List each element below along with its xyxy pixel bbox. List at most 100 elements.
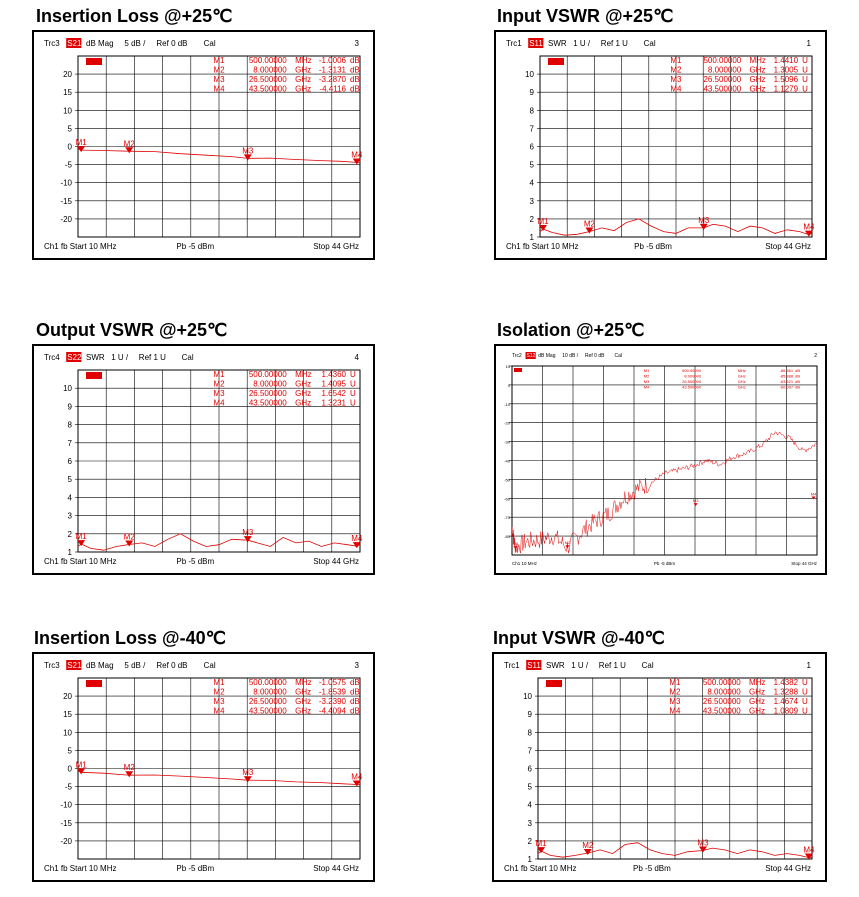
marker-value-unit: U <box>802 75 808 84</box>
scale-label: 5 dB / <box>124 39 146 48</box>
footer-start: Ch1 10 MHz <box>512 561 538 566</box>
param-badge-bg <box>66 352 82 362</box>
chart-title: Output VSWR @+25℃ <box>36 320 228 340</box>
marker-value: -4.4094 <box>319 707 347 716</box>
footer-stop: Stop 44 GHz <box>791 561 818 566</box>
chart-title: Insertion Loss @-40℃ <box>34 628 226 648</box>
y-tick-label: 6 <box>530 143 535 152</box>
y-tick-label: -50 <box>504 477 511 482</box>
marker-triangle <box>804 853 813 860</box>
y-tick-label: -15 <box>60 819 72 828</box>
trace-label: Trc3 <box>44 661 60 670</box>
y-tick-label: 10 <box>523 692 532 701</box>
marker-label: M4 <box>351 534 363 543</box>
marker-value: 1.3005 <box>774 66 799 75</box>
y-tick-label: 4 <box>528 801 533 810</box>
marker-value-unit: dB <box>350 85 360 94</box>
marker-name: M4 <box>670 85 682 94</box>
chart-svg: Trc3 S21 dB Mag 5 dB / Ref 0 dB Cal 3 20 15 10 5 0 -… <box>44 660 363 873</box>
marker-name: M2 <box>214 688 226 697</box>
footer-stop: Stop 44 GHz <box>765 864 811 873</box>
marker-unit: MHz <box>295 56 311 65</box>
marker-value: 1.4360 <box>322 370 347 379</box>
chart-title: Isolation @+25℃ <box>497 320 645 340</box>
marker-value-unit: U <box>802 66 808 75</box>
footer-stop: Stop 44 GHz <box>313 242 359 251</box>
param-badge-bg <box>66 660 82 670</box>
marker-value-unit: dB <box>350 697 360 706</box>
marker-name: M1 <box>214 678 226 687</box>
marker-triangle <box>698 846 707 853</box>
y-tick-label: -40 <box>504 459 511 464</box>
cal-label: Cal <box>204 661 216 670</box>
marker-value: -63.621 <box>780 379 794 384</box>
marker-triangle <box>352 780 361 787</box>
marker-value-unit: U <box>802 707 808 716</box>
y-tick-label: 5 <box>68 475 73 484</box>
trace-label: Trc1 <box>504 661 520 670</box>
y-tick-label: 20 <box>63 70 72 79</box>
param-badge: S11 <box>529 39 543 48</box>
trace-line <box>77 148 360 163</box>
marker-freq: 8.000000 <box>253 380 287 389</box>
marker-triangle <box>585 227 594 234</box>
ref-label: Ref 0 dB <box>156 39 187 48</box>
vna-panel: Trc1 S11 SWR 1 U / Ref 1 U Cal 1 10 9 8 7 6 5 4 3 2 1 M1 5… <box>494 30 827 260</box>
marker-value-unit: dB <box>350 75 360 84</box>
marker-label: M4 <box>351 150 363 159</box>
y-tick-label: 2 <box>68 530 73 539</box>
y-tick-label: 7 <box>528 746 533 755</box>
marker-label: M2 <box>565 540 571 545</box>
marker-value: -1.8539 <box>319 688 347 697</box>
marker-triangle <box>539 225 548 232</box>
trace-number: 1 <box>807 661 812 670</box>
marker-unit: GHz <box>295 399 311 408</box>
y-tick-label: 7 <box>68 439 73 448</box>
y-tick-label: 0 <box>68 765 73 774</box>
marker-value: 1.3231 <box>322 399 347 408</box>
marker-freq: 26.500000 <box>703 697 741 706</box>
marker-unit: MHz <box>738 368 746 373</box>
marker-name: M2 <box>644 374 650 379</box>
marker-freq: 8.000000 <box>253 688 287 697</box>
marker-freq: 43.500000 <box>249 85 287 94</box>
marker-freq: 43.500000 <box>249 399 287 408</box>
marker-value: 1.6542 <box>322 389 347 398</box>
footer-power: Pb -5 dBm <box>176 864 214 873</box>
marker-unit: GHz <box>295 389 311 398</box>
marker-value: 1.5096 <box>774 75 799 84</box>
marker-triangle <box>513 546 518 550</box>
y-tick-label: 20 <box>63 692 72 701</box>
param-badge: S12 <box>527 353 536 359</box>
y-tick-label: 15 <box>63 88 72 97</box>
trace-line <box>511 431 818 554</box>
marker-value-unit: dB <box>350 707 360 716</box>
param-badge: S21 <box>67 39 82 48</box>
marker-freq: 43.500000 <box>249 707 287 716</box>
y-tick-label: 5 <box>68 746 73 755</box>
trace-label: Trc1 <box>506 39 522 48</box>
marker-label: M1 <box>76 532 88 541</box>
marker-triangle <box>352 158 361 165</box>
ref-label: Ref 1 U <box>601 39 628 48</box>
marker-triangle <box>693 503 698 507</box>
param-badge: S21 <box>67 661 82 670</box>
marker-value: -1.3131 <box>319 66 347 75</box>
marker-triangle <box>243 154 252 161</box>
marker-label: M3 <box>242 528 254 537</box>
y-tick-label: 6 <box>528 765 533 774</box>
marker-freq: 26.500000 <box>249 389 287 398</box>
marker-freq: 8.000000 <box>684 374 701 379</box>
y-tick-label: -5 <box>65 783 73 792</box>
y-tick-label: 2 <box>528 837 533 846</box>
ref-badge <box>86 680 102 687</box>
footer-start: Ch1 fb Start 10 MHz <box>504 864 576 873</box>
format-label: SWR <box>546 661 565 670</box>
marker-label: M2 <box>124 533 136 542</box>
y-tick-label: 6 <box>68 457 73 466</box>
marker-label: M2 <box>582 841 594 850</box>
y-tick-label: 4 <box>68 493 73 502</box>
